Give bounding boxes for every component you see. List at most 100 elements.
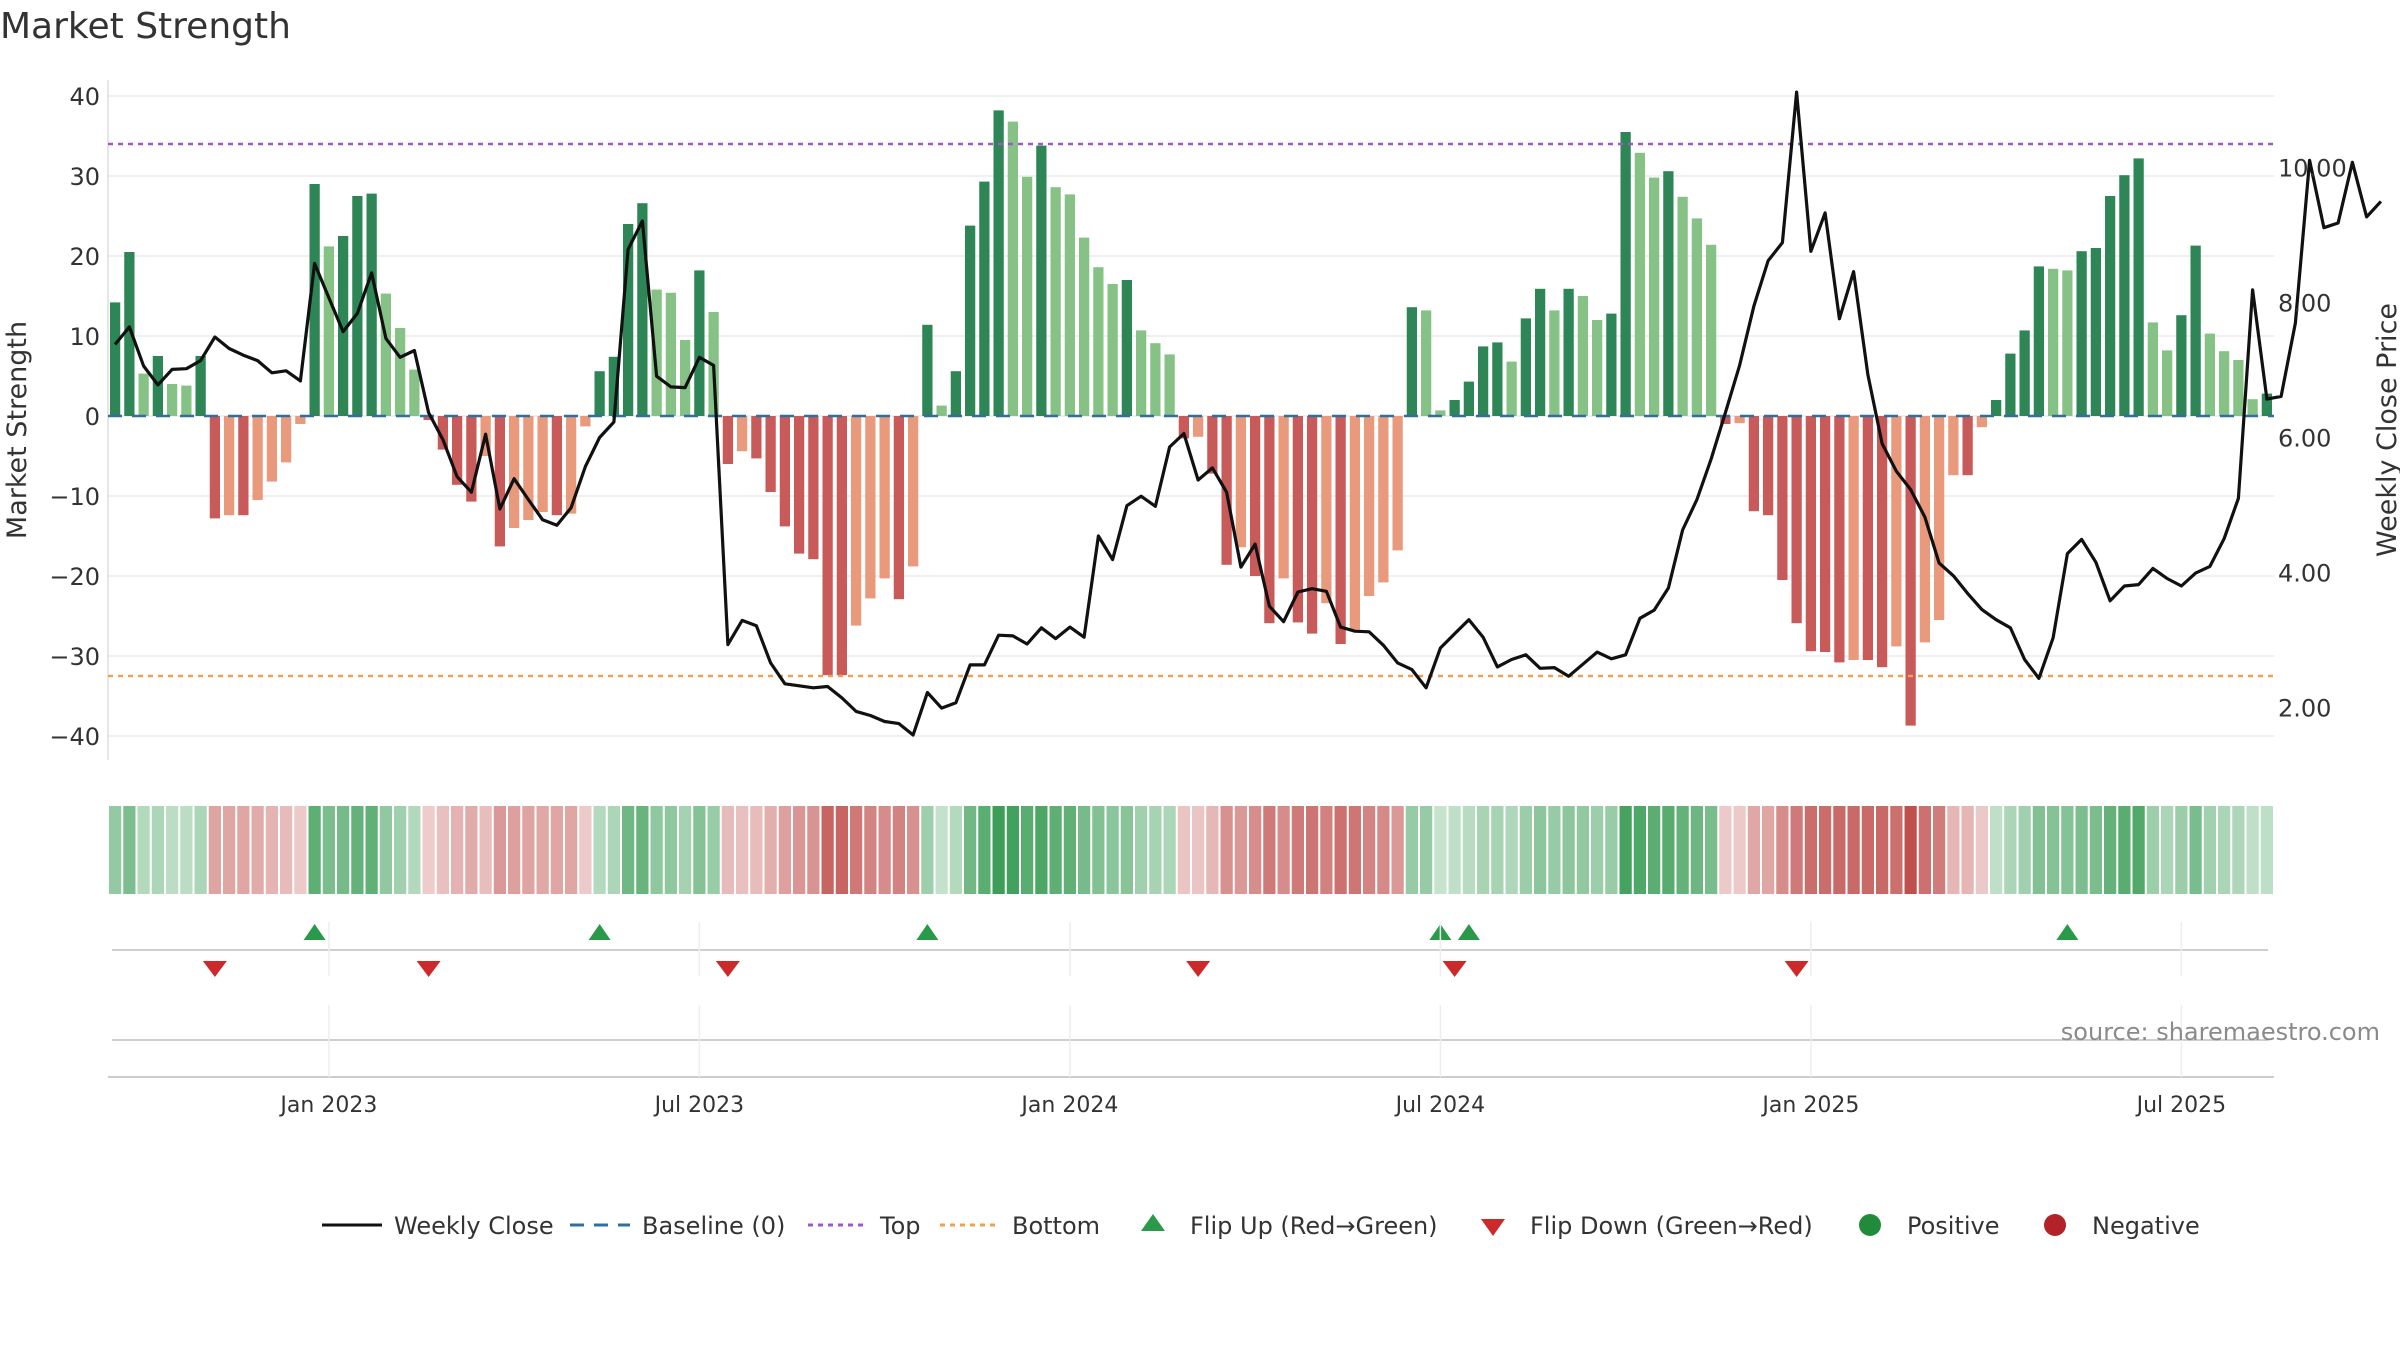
strip-cell: [807, 806, 820, 894]
strength-bar: [1093, 267, 1104, 416]
strip-cell: [1548, 806, 1561, 894]
strength-bar: [2019, 330, 2030, 416]
strength-bar: [879, 416, 890, 579]
strength-bar: [309, 184, 320, 416]
y-tick-label: 20: [69, 243, 100, 271]
strip-cell: [1790, 806, 1803, 894]
strength-bar: [295, 416, 306, 424]
strip-cell: [550, 806, 563, 894]
strip-cell: [1192, 806, 1205, 894]
x-tick-label: Jul 2025: [2135, 1093, 2227, 1118]
strip-cell: [1534, 806, 1547, 894]
strip-cell: [1035, 806, 1048, 894]
strength-bar: [964, 225, 976, 416]
strip-cell: [1662, 806, 1675, 894]
strip-cell: [636, 806, 649, 894]
strength-bar: [679, 340, 691, 416]
strip-cell: [351, 806, 364, 894]
strength-bar: [1207, 416, 1218, 474]
strip-cell: [693, 806, 706, 894]
legend: Weekly Close Baseline (0) Top Bottom Flip Up…: [322, 1212, 2200, 1240]
strength-bar: [1691, 218, 1703, 416]
strength-bar: [1905, 416, 1916, 726]
strip-cell: [1847, 806, 1860, 894]
strength-bar: [1463, 381, 1475, 416]
strip-cell: [508, 806, 521, 894]
strip-cell: [394, 806, 407, 894]
strength-bar: [1777, 416, 1788, 580]
y2-tick-label: 6.00: [2278, 425, 2331, 453]
strength-bar: [2033, 266, 2045, 416]
strip-cell: [949, 806, 962, 894]
strength-bar: [1477, 346, 1489, 416]
y2-axis: 10.00 8.00 6.00 4.00 2.00: [2278, 155, 2347, 723]
strip-cell: [907, 806, 920, 894]
strip-cell: [1291, 806, 1304, 894]
strength-bar: [1449, 400, 1460, 416]
strip-cell: [180, 806, 193, 894]
strength-bar: [2204, 333, 2216, 416]
strength-bar: [850, 416, 862, 626]
legend-swatch-circle: [1859, 1214, 1881, 1236]
flip-down-marker: [202, 961, 227, 977]
legend-swatch-triangle-up: [1141, 1214, 1165, 1231]
source-label: source: sharemaestro.com: [2061, 1018, 2380, 1046]
strength-bar: [2119, 175, 2130, 416]
strength-bar: [1805, 416, 1817, 652]
strength-bar: [594, 371, 605, 416]
strip-cell: [223, 806, 236, 894]
strip-cell: [1149, 806, 1162, 894]
strength-bar: [1520, 318, 1532, 416]
strength-bar: [651, 289, 662, 416]
strength-bar: [1078, 237, 1090, 416]
strip-cell: [1477, 806, 1490, 894]
strip-cell: [2075, 806, 2088, 894]
strip-cell: [1676, 806, 1689, 894]
strip-cell: [1733, 806, 1746, 894]
strip-cell: [1918, 806, 1931, 894]
strength-bar: [266, 416, 278, 482]
legend-label: Negative: [2092, 1212, 2200, 1240]
strength-bar: [451, 416, 463, 485]
strip-cell: [408, 806, 421, 894]
strength-bars: [109, 110, 2273, 726]
flip-up-marker: [303, 924, 326, 940]
strip-cell: [2004, 806, 2017, 894]
strength-bar: [722, 416, 734, 464]
strip-cell: [1990, 806, 2003, 894]
strength-bar: [765, 416, 776, 492]
y-axis: 40 30 20 10 0 −10 −20 −30 −40: [49, 83, 100, 751]
y-tick-label: 30: [69, 163, 100, 191]
strength-bar: [1648, 177, 1660, 416]
strip-cell: [379, 806, 392, 894]
strength-bar: [580, 416, 591, 427]
strip-cell: [1177, 806, 1190, 894]
strength-bar: [1007, 121, 1019, 416]
strength-bar: [836, 416, 848, 676]
strip-cell: [992, 806, 1005, 894]
strip-cell: [1334, 806, 1347, 894]
strip-cell: [436, 806, 449, 894]
strength-bar: [508, 416, 520, 528]
strip-cell: [1348, 806, 1361, 894]
strip-cell: [1876, 806, 1889, 894]
strength-bar: [1834, 416, 1845, 663]
strength-bar: [2233, 360, 2244, 416]
strip-cell: [1705, 806, 1718, 894]
strength-bar: [252, 416, 263, 500]
strength-bar: [337, 236, 349, 416]
strength-bar: [1620, 132, 1631, 416]
strength-bar: [2090, 248, 2102, 416]
strip-cell: [1462, 806, 1475, 894]
strength-bar: [565, 416, 577, 514]
strength-bar: [523, 416, 534, 520]
strip-cell: [465, 806, 478, 894]
flip-down-marker: [1784, 961, 1809, 977]
strip-cell: [565, 806, 578, 894]
strip-cell: [664, 806, 677, 894]
strip-cell: [964, 806, 977, 894]
strip-cell: [2104, 806, 2117, 894]
x-tick-label: Jan 2025: [1760, 1093, 1859, 1118]
strip-cell: [750, 806, 763, 894]
